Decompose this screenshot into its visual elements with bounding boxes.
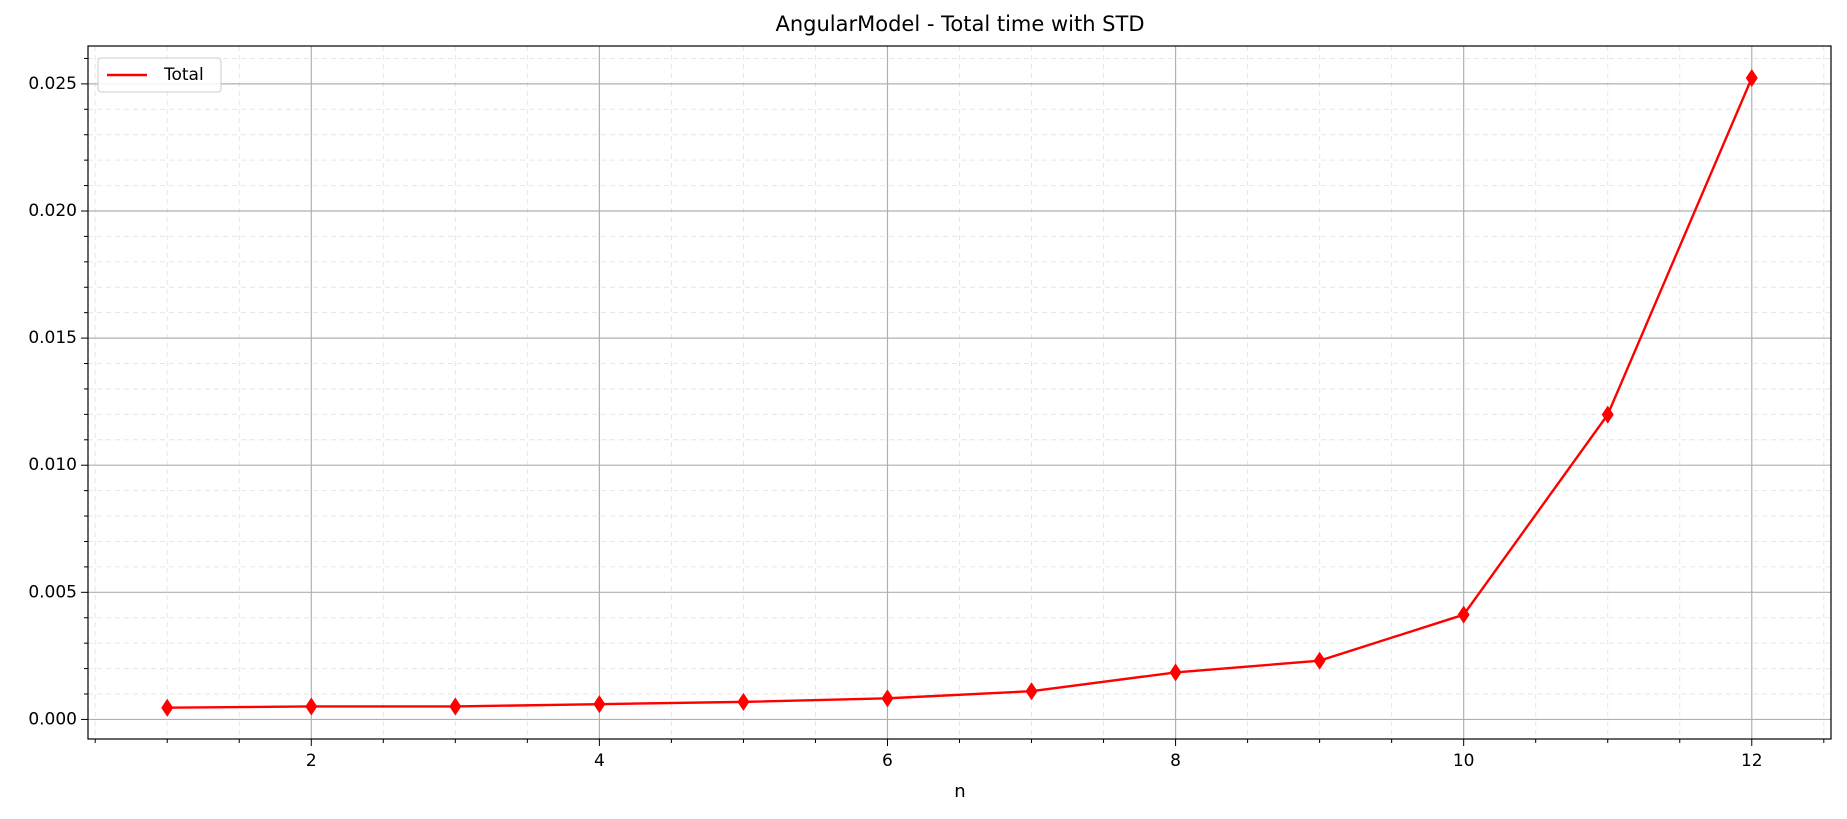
y-tick-label: 0.005 (28, 582, 77, 602)
marker (593, 695, 606, 714)
y-tick-label: 0.020 (28, 201, 77, 221)
y-tick-label: 0.015 (28, 328, 77, 348)
x-tick-label: 10 (1453, 751, 1475, 771)
x-tick-label: 2 (306, 751, 317, 771)
legend: Total (97, 57, 222, 93)
marker (1169, 663, 1182, 682)
legend-box (97, 57, 222, 93)
y-tick-label: 0.010 (28, 455, 77, 475)
plot-frame (87, 45, 1832, 740)
x-axis-label: n (954, 781, 965, 802)
marker (305, 697, 318, 716)
marker (737, 692, 750, 711)
x-tick-label: 12 (1741, 751, 1763, 771)
marker (1313, 651, 1326, 670)
marker (449, 697, 462, 716)
x-tick-label: 6 (882, 751, 893, 771)
legend-label: Total (163, 65, 204, 85)
marker (161, 698, 174, 717)
marker (1601, 405, 1614, 424)
y-tick-label: 0.025 (28, 74, 77, 94)
chart-title: AngularModel - Total time with STD (775, 12, 1144, 36)
marker (1457, 605, 1470, 624)
marker (1745, 69, 1758, 88)
x-tick-label: 8 (1170, 751, 1181, 771)
y-tick-label: 0.000 (28, 709, 77, 729)
marker (1025, 682, 1038, 701)
series-line (167, 77, 1753, 709)
marker (881, 689, 894, 708)
x-tick-label: 4 (594, 751, 605, 771)
